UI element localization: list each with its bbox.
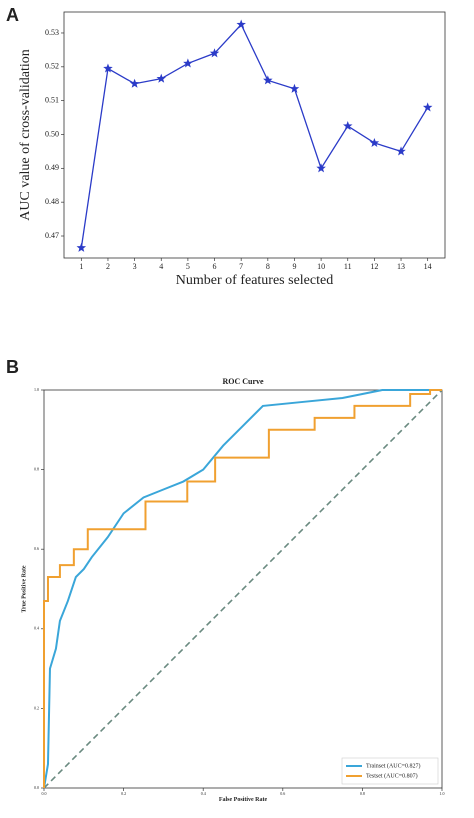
x-tick-label: 6 xyxy=(213,262,217,271)
x-tick-label: 0.0 xyxy=(42,791,47,796)
series-line xyxy=(80,23,429,248)
x-tick-label: 12 xyxy=(370,262,378,271)
x-tick-label: 5 xyxy=(186,262,190,271)
y-tick-label: 0.47 xyxy=(45,231,59,240)
x-tick-label: 14 xyxy=(424,262,432,271)
point-marker xyxy=(183,58,193,68)
y-tick-label: 0.53 xyxy=(45,28,59,37)
x-tick-label: 11 xyxy=(344,262,352,271)
chart-panel: B ROC Curve 0.0 0.2 0.4 0.6 0.8 1.0 0.0 0.2 0.4 0.6… xyxy=(6,357,445,803)
x-tick-label: 1 xyxy=(79,262,83,271)
point-marker xyxy=(129,78,140,88)
x-tick-label: 0.4 xyxy=(201,791,206,796)
x-axis-label: False Positive Rate xyxy=(219,797,268,803)
point-marker xyxy=(263,75,273,85)
y-tick-label: 0.50 xyxy=(45,129,59,138)
y-axis-label: True Positive Rate xyxy=(21,565,27,613)
point-marker xyxy=(289,83,300,93)
y-tick-label: 0.49 xyxy=(45,163,59,172)
plot-frame xyxy=(63,11,446,259)
x-axis-label: Number of features selected xyxy=(176,273,333,288)
x-tick-label: 8 xyxy=(266,262,270,271)
x-tick-label: 9 xyxy=(292,262,296,271)
y-tick-label: 0.51 xyxy=(45,95,59,104)
y-tick-label: 0.48 xyxy=(45,197,59,206)
x-tick-label: 0.8 xyxy=(360,791,365,796)
plot-frame xyxy=(43,389,443,789)
chart-panel: A1 2 3 4 5 6 7 8 9 10 11 12 13 140.470.480.490.500.51… xyxy=(6,5,446,288)
legend-box xyxy=(341,757,439,785)
series-line xyxy=(43,389,442,788)
x-tick-label: 7 xyxy=(239,262,243,271)
panel-label: B xyxy=(6,357,19,377)
x-tick-label: 0.6 xyxy=(280,791,285,796)
y-tick-label: 1.0 xyxy=(34,387,39,392)
point-marker xyxy=(209,48,220,58)
y-tick-label: 0.0 xyxy=(34,785,39,790)
reference-diagonal xyxy=(43,389,443,789)
point-marker xyxy=(396,146,406,156)
point-marker xyxy=(316,163,326,173)
y-tick-label: 0.4 xyxy=(34,626,39,631)
point-marker xyxy=(103,63,113,73)
legend-label: Trainset (AUC=0.827) xyxy=(366,762,421,769)
y-tick-label: 0.8 xyxy=(34,467,39,472)
y-tick-label: 0.6 xyxy=(34,546,39,551)
x-tick-label: 2 xyxy=(106,262,110,271)
legend-label: Testset (AUC=0.807) xyxy=(366,772,418,779)
point-marker xyxy=(369,137,380,147)
x-tick-label: 3 xyxy=(133,262,137,271)
y-tick-label: 0.52 xyxy=(45,62,59,71)
chart-title: ROC Curve xyxy=(222,377,264,386)
point-marker xyxy=(156,73,166,83)
series-line xyxy=(43,389,442,789)
point-marker xyxy=(236,19,246,29)
x-tick-label: 10 xyxy=(317,262,325,271)
x-tick-label: 0.2 xyxy=(121,791,126,796)
x-tick-label: 4 xyxy=(159,262,163,271)
point-marker xyxy=(343,121,353,131)
y-tick-label: 0.2 xyxy=(34,705,39,710)
point-marker xyxy=(76,242,87,252)
x-tick-label: 1.0 xyxy=(440,791,445,796)
point-marker xyxy=(422,102,433,112)
x-tick-label: 13 xyxy=(397,262,405,271)
y-axis-label: AUC value of cross-validation xyxy=(18,49,33,220)
panel-label: A xyxy=(6,5,19,25)
